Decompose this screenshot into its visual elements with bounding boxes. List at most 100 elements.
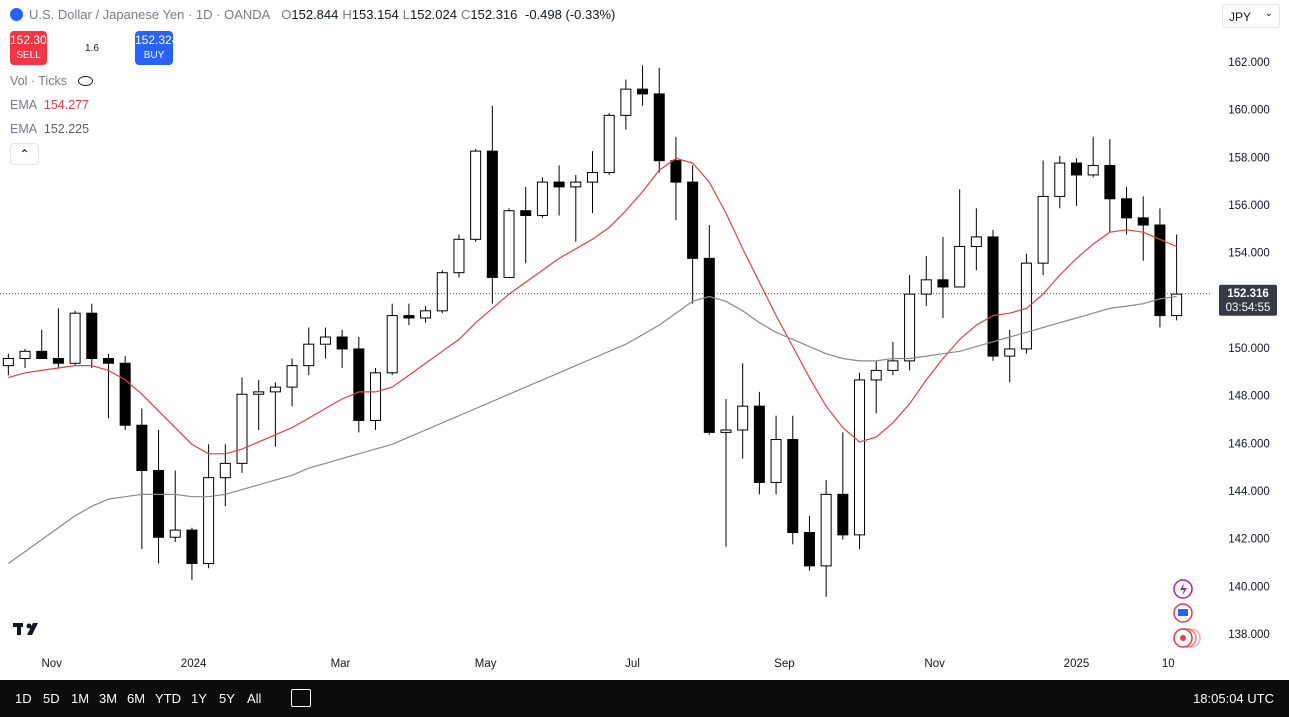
y-tick-label: 140.000 — [1228, 581, 1270, 593]
y-tick-label: 144.000 — [1228, 486, 1270, 498]
tv-logo — [13, 623, 38, 635]
ema-name: EMA — [10, 98, 37, 112]
candle-body — [1121, 198, 1133, 219]
candle-body — [370, 372, 382, 421]
candle-body — [586, 172, 598, 183]
flag-icon — [10, 8, 23, 21]
x-tick-label: Nov — [924, 658, 945, 670]
currency-select[interactable]: JPY ⌄ — [1222, 4, 1280, 28]
candle-body — [2, 357, 14, 367]
candle-body — [820, 493, 832, 567]
candle-body — [353, 348, 365, 421]
candle-body — [737, 405, 749, 431]
last-price-label: 152.316 — [1227, 288, 1269, 300]
candle-body — [620, 88, 632, 116]
y-tick-label: 142.000 — [1228, 534, 1270, 546]
currency: JPY — [1229, 10, 1252, 24]
candle-body — [102, 357, 114, 364]
candle-body — [720, 429, 732, 433]
clock[interactable]: 18:05:04 UTC — [1193, 691, 1274, 706]
volume-indicator[interactable]: Vol · Ticks — [10, 74, 94, 88]
range-button[interactable]: 5D — [43, 691, 60, 706]
bottom-toolbar: 1D 5D 1M 3M 6M YTD 1Y 5Y All 18:05:04 UTC — [0, 680, 1289, 717]
candle-body — [770, 439, 782, 483]
candle-body — [269, 386, 281, 393]
y-tick-label: 146.000 — [1228, 438, 1270, 450]
x-tick-label: May — [475, 658, 497, 670]
candle-body — [570, 181, 582, 188]
change: -0.498 — [525, 7, 562, 22]
ohlc-label: L — [402, 7, 410, 22]
candle-body — [336, 336, 348, 350]
candle-body — [1054, 162, 1066, 197]
buy-label: BUY — [143, 50, 165, 61]
range-button[interactable]: 3M — [99, 691, 118, 706]
candle-body — [1104, 164, 1116, 200]
date-range-icon[interactable] — [291, 689, 311, 707]
range-button[interactable]: 6M — [127, 691, 146, 706]
candle-body — [970, 236, 982, 247]
candle-body — [19, 350, 31, 359]
range-button[interactable]: YTD — [155, 691, 181, 706]
candle-body — [453, 238, 465, 274]
candle-body — [436, 272, 448, 312]
sell-label: SELL — [16, 50, 41, 61]
candle-body — [603, 114, 615, 174]
candle-body — [403, 315, 415, 319]
range-button[interactable]: 1Y — [191, 691, 207, 706]
candle-body — [803, 531, 815, 567]
ohlc-label: C — [461, 7, 471, 22]
candle-body — [236, 393, 248, 464]
candle-body — [119, 362, 131, 426]
candle-body — [837, 493, 849, 536]
candle-body — [69, 312, 81, 364]
collapse-button[interactable]: ⌃ — [10, 143, 39, 165]
ohlc-label: O — [281, 7, 292, 22]
symbol-header: U.S. Dollar / Japanese Yen · 1D · OANDA … — [10, 7, 615, 22]
candle-body — [1154, 224, 1166, 317]
dropdown-arrow: ⌄ — [1264, 8, 1273, 19]
range-button[interactable]: 5Y — [219, 691, 235, 706]
ohlc-value: 153.154 — [351, 7, 399, 22]
candle-body — [36, 350, 48, 359]
ema-legend-2[interactable]: EMA 152.225 — [10, 122, 89, 136]
candle-body — [753, 405, 765, 483]
candle-body — [670, 160, 682, 183]
price-axis — [1210, 0, 1289, 680]
candle-body — [653, 93, 665, 162]
candle-body — [386, 315, 398, 374]
candle-body — [687, 181, 699, 259]
ema-legend-1[interactable]: EMA 154.277 — [10, 98, 89, 112]
candle-body — [1004, 348, 1016, 357]
candle-body — [954, 245, 966, 288]
symbol-title[interactable]: U.S. Dollar / Japanese Yen · 1D · OANDA — [29, 7, 270, 22]
x-tick-label: Jul — [625, 658, 640, 670]
countdown: 03:54:55 — [1226, 302, 1271, 314]
candle-body — [787, 439, 799, 533]
ema-name: EMA — [10, 122, 37, 136]
candle-body — [420, 310, 432, 319]
candle-body — [920, 279, 932, 295]
candle-body — [904, 293, 916, 362]
candle-body — [854, 379, 866, 536]
hide-icon[interactable] — [78, 76, 94, 86]
buy-price: 152.324 — [135, 33, 179, 47]
buy-button[interactable]: 152.324 BUY — [135, 31, 179, 65]
y-tick-label: 138.000 — [1228, 629, 1270, 641]
y-tick-label: 154.000 — [1228, 248, 1270, 260]
candle-body — [887, 360, 899, 371]
range-button[interactable]: 1M — [71, 691, 90, 706]
ema-line — [8, 157, 1177, 455]
y-tick-label: 162.000 — [1228, 57, 1270, 69]
candles — [2, 65, 1183, 597]
candle-body — [319, 336, 331, 345]
volume-label: Vol · Ticks — [10, 74, 67, 88]
range-button[interactable]: All — [247, 691, 262, 706]
change-pct: (-0.33%) — [565, 7, 616, 22]
candle-body — [286, 365, 298, 388]
range-button[interactable]: 1D — [15, 691, 32, 706]
y-tick-label: 160.000 — [1228, 105, 1270, 117]
sell-button[interactable]: 152.308 SELL — [10, 31, 53, 65]
spread: 1.6 — [85, 43, 99, 54]
candle-body — [536, 181, 548, 216]
